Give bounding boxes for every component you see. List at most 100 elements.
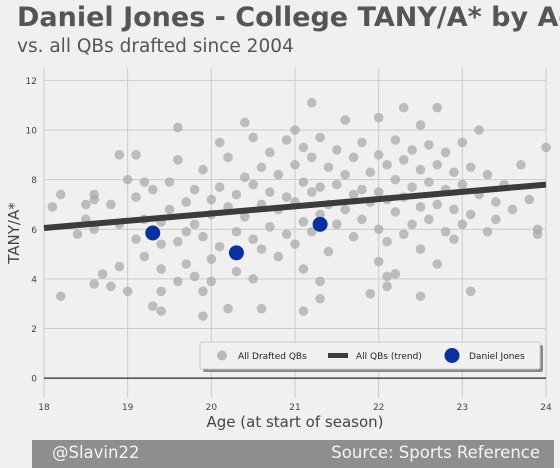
qb-point	[390, 269, 401, 279]
qb-point	[449, 167, 459, 178]
x-tick-label: 24	[540, 403, 552, 413]
qb-point	[332, 219, 342, 230]
qb-point	[164, 204, 175, 215]
qb-point	[491, 214, 501, 225]
qb-point	[281, 135, 292, 145]
y-tick-label: 2	[31, 325, 37, 335]
qb-point	[382, 159, 392, 170]
qb-point	[407, 219, 417, 230]
qb-point	[315, 276, 325, 287]
y-tick-label: 4	[31, 275, 37, 285]
qb-point	[181, 259, 192, 269]
qb-point	[415, 120, 426, 130]
qb-point	[81, 199, 91, 210]
qb-point	[348, 189, 359, 200]
qb-point	[390, 207, 401, 217]
qb-point	[248, 132, 258, 143]
qb-point	[122, 286, 133, 297]
qb-point	[114, 261, 125, 272]
daniel-jones-point	[312, 216, 328, 232]
qb-point	[198, 311, 208, 321]
x-tick-label: 18	[38, 403, 50, 413]
qb-point	[106, 199, 116, 210]
qb-point	[223, 152, 233, 163]
qb-point	[281, 229, 292, 240]
qb-point	[424, 214, 434, 225]
x-tick-label: 21	[289, 403, 300, 413]
qb-point	[198, 231, 208, 242]
qb-point	[156, 239, 166, 249]
qb-point	[457, 137, 468, 148]
qb-point	[131, 192, 141, 202]
qb-point	[298, 142, 309, 153]
qb-point	[398, 102, 409, 113]
qb-point	[465, 286, 476, 297]
qb-point	[173, 155, 183, 165]
qb-point	[382, 271, 392, 282]
qb-point	[432, 259, 443, 269]
qb-point	[198, 286, 208, 297]
qb-point	[122, 174, 133, 185]
qb-point	[315, 132, 325, 143]
x-tick-label: 23	[457, 403, 468, 413]
qb-point	[240, 172, 250, 182]
qb-point	[131, 150, 141, 160]
qb-point	[173, 236, 183, 247]
qb-point	[206, 254, 217, 264]
qb-point	[256, 244, 267, 254]
qb-point	[432, 102, 443, 113]
qb-point	[457, 179, 468, 190]
qb-point	[181, 226, 192, 237]
qb-point	[223, 303, 233, 314]
qb-point	[189, 271, 200, 282]
qb-point	[265, 187, 275, 197]
qb-point	[298, 264, 309, 274]
qb-point	[382, 236, 392, 247]
qb-point	[407, 145, 417, 155]
qb-point	[156, 306, 166, 316]
qb-point	[231, 266, 242, 277]
qb-point	[214, 137, 225, 148]
qb-point	[147, 184, 158, 195]
qb-point	[373, 150, 384, 160]
qb-point	[465, 162, 476, 173]
qb-point	[315, 209, 325, 220]
qb-point	[55, 291, 66, 302]
qb-point	[231, 189, 242, 200]
qb-point	[516, 159, 526, 170]
qb-point	[106, 281, 116, 292]
qb-point	[315, 182, 325, 192]
qb-point	[357, 137, 367, 148]
qb-point	[147, 301, 158, 311]
qb-point	[382, 281, 392, 292]
qb-point	[189, 219, 200, 230]
qb-point	[156, 286, 166, 297]
qb-point	[47, 202, 58, 212]
footer-credit: @Slavin22	[52, 443, 140, 462]
qb-point	[248, 274, 258, 284]
qb-point	[390, 174, 401, 185]
qb-point	[214, 241, 225, 252]
daniel-jones-point	[228, 245, 244, 261]
qb-point	[373, 224, 384, 235]
qb-point	[415, 291, 426, 302]
legend-qb-marker	[217, 350, 227, 361]
qb-point	[457, 219, 468, 230]
qb-point	[440, 226, 451, 237]
qb-point	[273, 169, 284, 180]
legend-jones-marker	[444, 348, 460, 363]
qb-point	[173, 276, 183, 287]
qb-point	[415, 244, 426, 254]
qb-point	[474, 125, 484, 135]
qb-point	[373, 256, 384, 267]
qb-point	[390, 135, 401, 145]
qb-point	[72, 229, 83, 240]
qb-point	[415, 202, 426, 212]
legend-label-all-qbs: All Drafted QBs	[238, 352, 307, 362]
qb-point	[440, 147, 451, 158]
qb-point	[398, 155, 409, 165]
qb-point	[357, 214, 367, 225]
qb-point	[306, 97, 317, 108]
qb-point	[465, 209, 476, 220]
qb-point	[273, 251, 284, 262]
